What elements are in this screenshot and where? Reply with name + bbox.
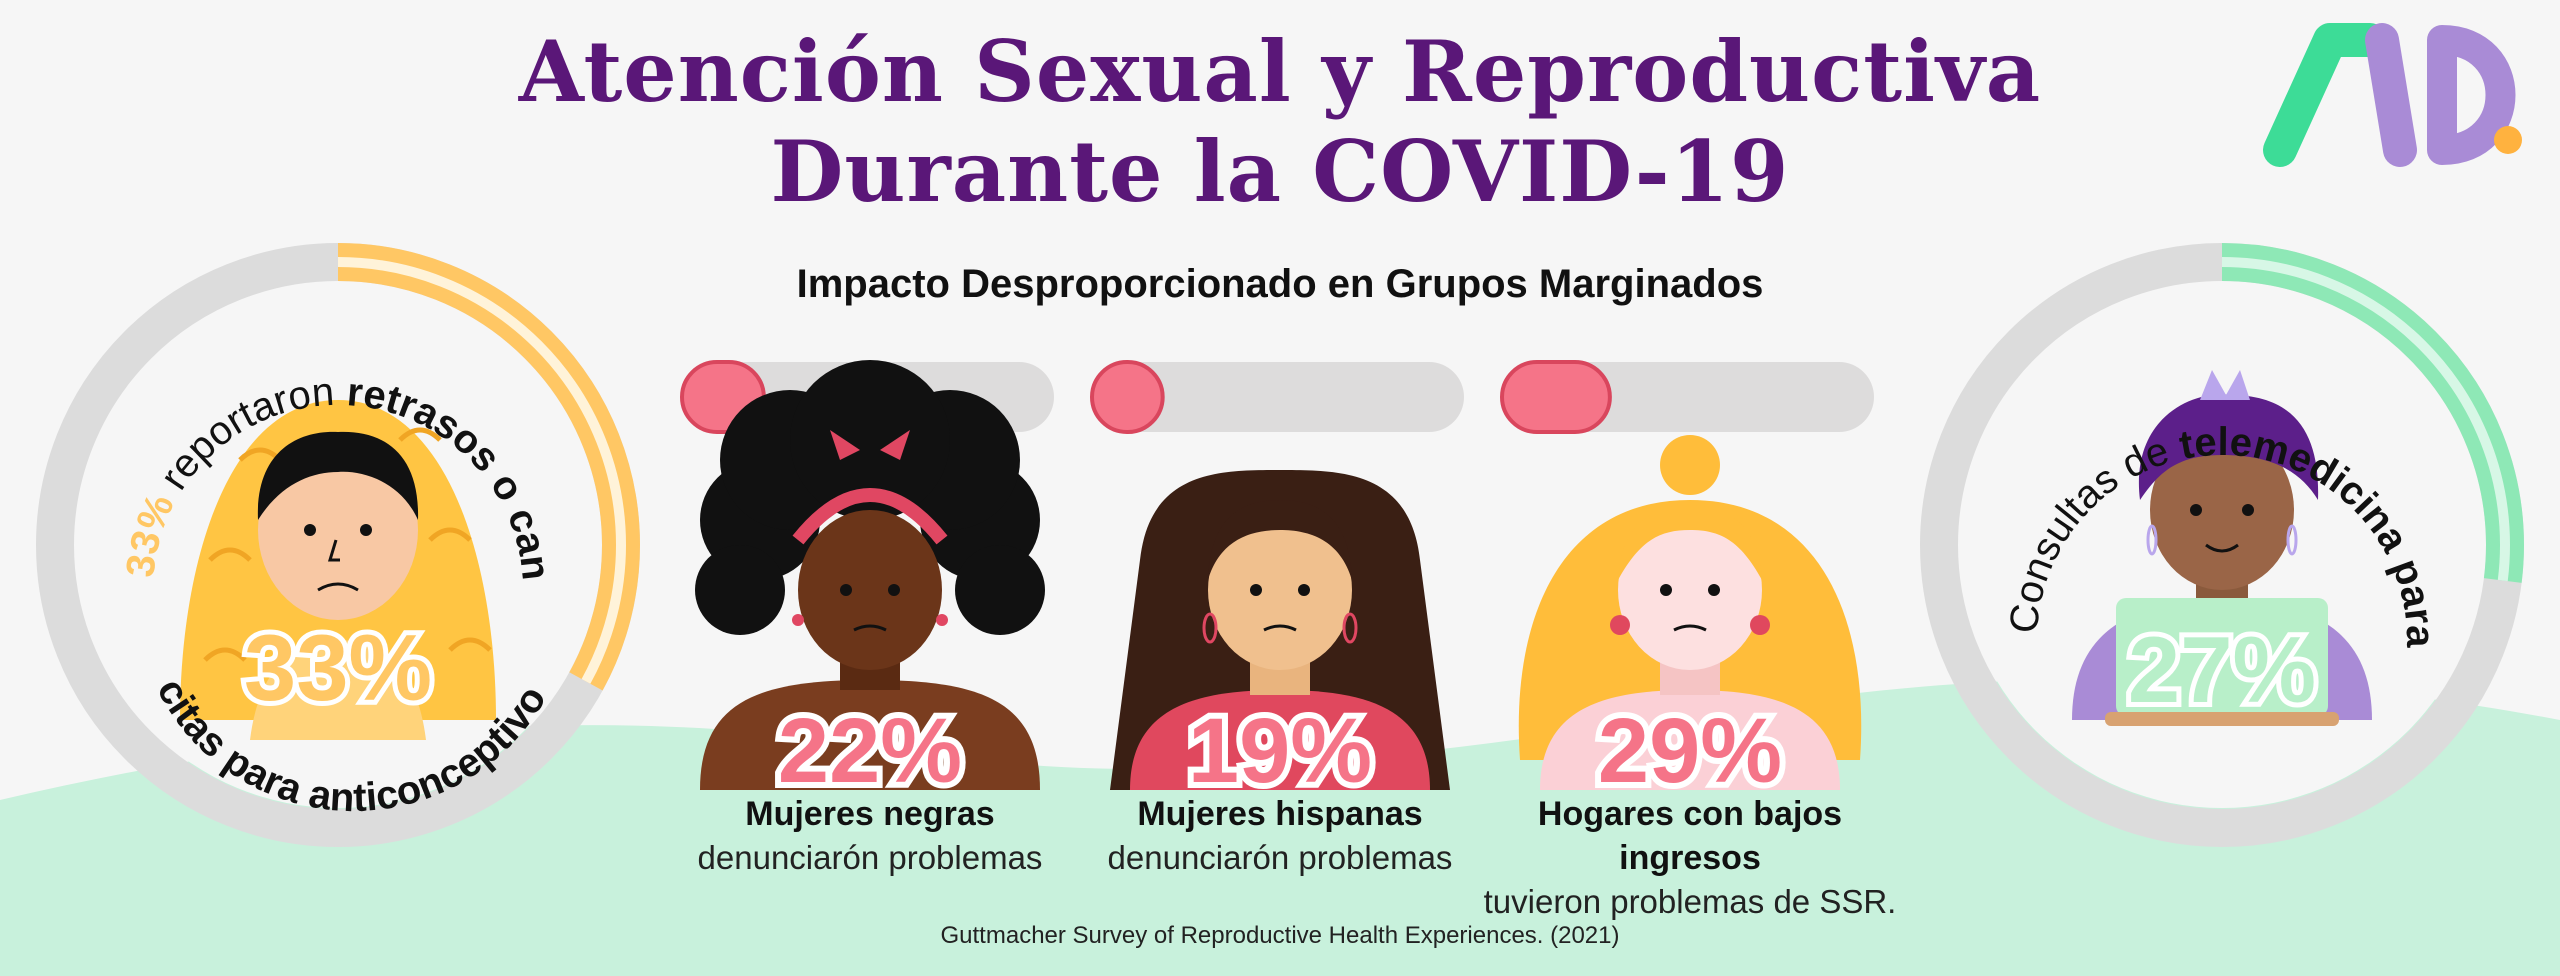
bar-track — [1092, 362, 1464, 432]
caption-2-description: denunciarón problemas — [1107, 839, 1453, 876]
caption-3-description: tuvieron problemas de SSR. — [1483, 883, 1897, 920]
woman-blonde-hair-illustration — [1518, 435, 1862, 790]
caption-1: Mujeres negras denunciarón problemas — [650, 792, 1090, 880]
background-wave — [0, 678, 2560, 976]
caption-3-category: Hogares con bajos ingresos — [1537, 795, 1843, 877]
hooded-person-illustration — [180, 400, 496, 740]
title-line-1: Atención Sexual y Reproductiva — [518, 22, 2042, 121]
bar-value-labels: 22% 19% 29% — [772, 694, 1788, 808]
bar-value-label: 19% — [1188, 700, 1372, 802]
subtitle: Impacto Desproporcionado en Grupos Margi… — [796, 262, 1764, 306]
caption-1-description: denunciarón problemas — [697, 839, 1043, 876]
right-ring-value-highlight — [1934, 257, 2510, 833]
caption-2: Mujeres hispanas denunciarón problemas — [1060, 792, 1500, 880]
bar-value-label: 22% — [778, 700, 962, 802]
title-line-2: Durante la COVID-19 — [770, 122, 1790, 221]
arc-text-part: aumentaron un — [0, 0, 17, 9]
laptop-person-illustration — [2072, 370, 2372, 726]
caption-3: Hogares con bajos ingresos tuvieron prob… — [1470, 792, 1910, 924]
logo: AD — [2263, 23, 2522, 167]
woman-long-hair-illustration — [1110, 470, 1450, 790]
right-percent-label: 27% — [2128, 617, 2316, 722]
source-citation: Guttmacher Survey of Reproductive Health… — [940, 922, 1620, 949]
caption-2-category: Mujeres hispanas — [1137, 795, 1423, 833]
bar — [1090, 360, 1165, 434]
caption-1-category: Mujeres negras — [745, 795, 995, 833]
left-ring-value-highlight — [50, 257, 626, 833]
bar — [1500, 360, 1612, 434]
arc-text-part: en — [0, 0, 11, 9]
bar-value-label: 29% — [1598, 700, 1782, 802]
left-percent-label: 33% — [244, 615, 432, 720]
woman-curly-hair-illustration — [695, 360, 1045, 790]
